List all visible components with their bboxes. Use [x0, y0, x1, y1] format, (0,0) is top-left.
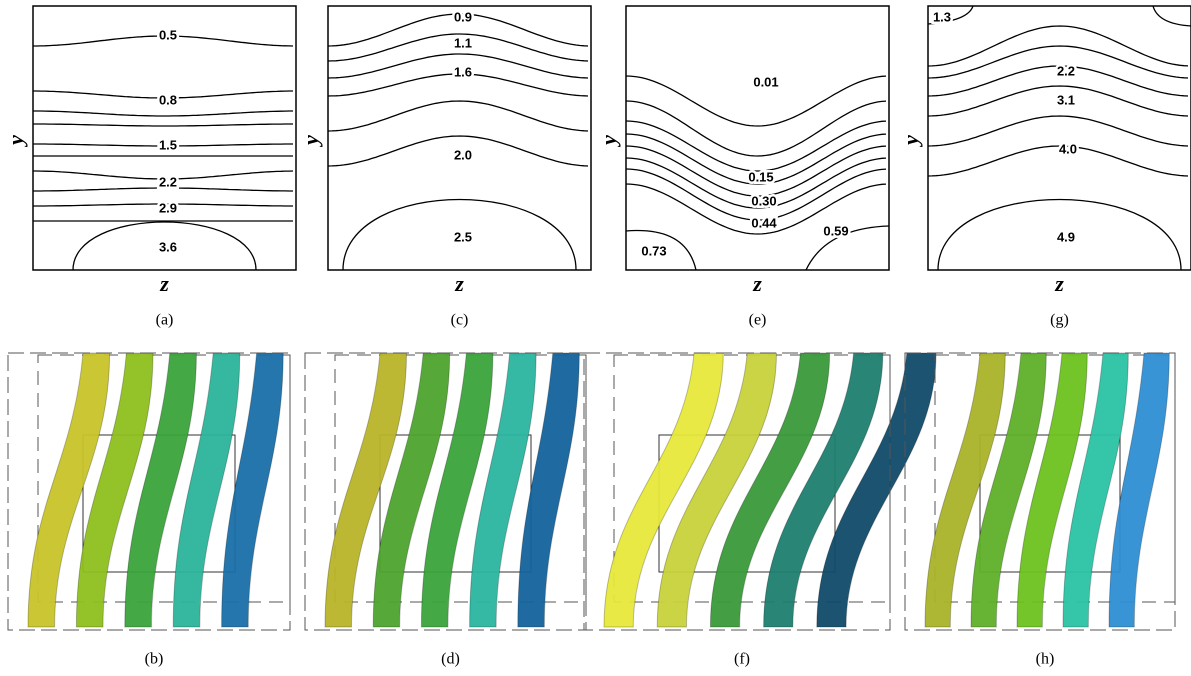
caption: (e)	[749, 312, 767, 329]
x-axis-label: z	[454, 271, 464, 296]
isosurface-panel: (d)	[305, 353, 586, 668]
contour-label: 1.1	[454, 35, 472, 50]
y-axis-label: y	[3, 135, 28, 148]
contour-label: 2.0	[454, 147, 472, 162]
contour-label: 0.59	[823, 223, 848, 238]
contour-line	[33, 124, 293, 126]
contour-label: 1.5	[159, 137, 177, 152]
contour-lines	[33, 36, 293, 270]
contour-line	[1153, 6, 1191, 26]
contour-label: 4.0	[1059, 141, 1077, 156]
contour-label: 0.8	[159, 92, 177, 107]
y-axis-label: y	[596, 135, 621, 148]
contour-line	[328, 101, 588, 131]
contour-label: 2.9	[159, 200, 177, 215]
contour-label: 0.9	[454, 9, 472, 24]
isosurface-panel: (f)	[584, 353, 936, 668]
x-axis-label: z	[1054, 271, 1064, 296]
contour-label: 0.01	[753, 74, 778, 89]
caption: (h)	[1036, 651, 1055, 668]
contour-panel: 0.01 0.15 0.30 0.44 0.59 0.73 y z (e)	[596, 6, 889, 329]
page: 0.5 0.8 1.5 2.2 2.9 3.6 y z (a) 0.9 1.1 1.6 2.0 2.5 y z…	[0, 0, 1191, 676]
contour-label: 2.2	[159, 174, 177, 189]
contour-label: 0.5	[159, 27, 177, 42]
contour-label: 2.2	[1057, 63, 1075, 78]
caption: (a)	[156, 312, 174, 329]
caption: (d)	[441, 651, 460, 668]
x-axis-label: z	[159, 271, 169, 296]
caption: (b)	[145, 651, 164, 668]
contour-label: 3.1	[1057, 92, 1075, 107]
isosurface-panel: (h)	[905, 353, 1175, 668]
isosurface-panel: (b)	[8, 353, 290, 668]
contour-label: 3.6	[159, 239, 177, 254]
contour-panel: 0.5 0.8 1.5 2.2 2.9 3.6 y z (a)	[3, 6, 296, 329]
contour-label: 1.6	[454, 64, 472, 79]
figure: 0.5 0.8 1.5 2.2 2.9 3.6 y z (a) 0.9 1.1 1.6 2.0 2.5 y z…	[0, 0, 1191, 676]
contour-panel: 1.3 2.2 3.1 4.0 4.9 y z (g)	[898, 6, 1191, 329]
contour-line	[626, 101, 886, 156]
caption: (c)	[451, 312, 469, 329]
contour-line	[33, 111, 293, 116]
caption: (g)	[1050, 312, 1069, 329]
caption: (f)	[734, 651, 750, 668]
contour-label: 0.73	[641, 243, 666, 258]
contour-label: 2.5	[454, 229, 472, 244]
contour-label: 4.9	[1057, 229, 1075, 244]
contour-label: 0.44	[751, 215, 777, 230]
contour-label: 1.3	[933, 9, 951, 24]
contour-label: 0.15	[748, 169, 773, 184]
y-axis-label: y	[898, 135, 923, 148]
contour-panel: 0.9 1.1 1.6 2.0 2.5 y z (c)	[298, 6, 591, 329]
x-axis-label: z	[752, 271, 762, 296]
y-axis-label: y	[298, 135, 323, 148]
contour-label: 0.30	[751, 193, 776, 208]
